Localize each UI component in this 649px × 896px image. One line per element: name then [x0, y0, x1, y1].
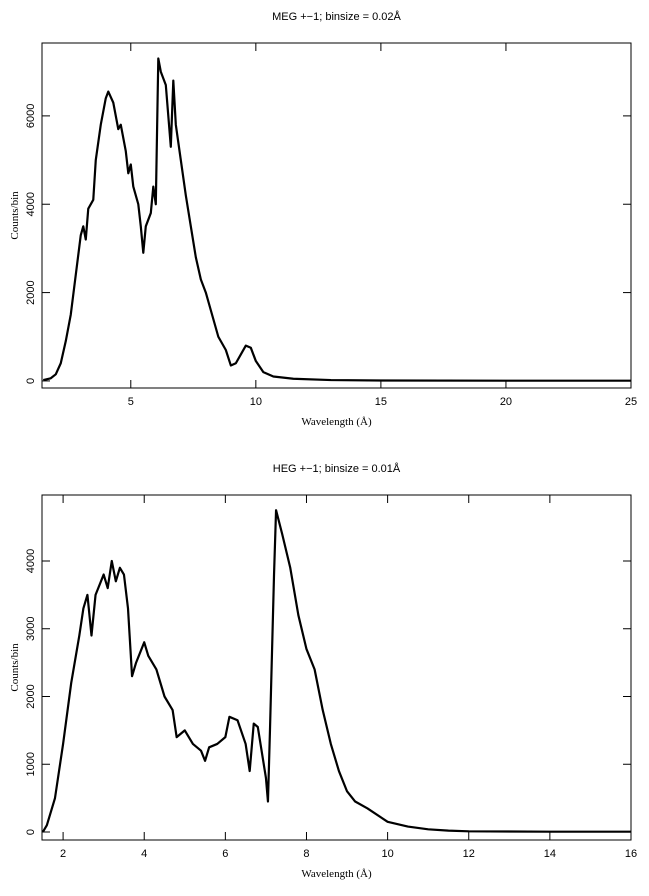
x-tick-label: 10 — [250, 396, 262, 408]
x-tick-label: 20 — [500, 396, 512, 408]
x-tick-label: 16 — [625, 848, 637, 860]
y-axis-label: Counts/bin — [9, 643, 21, 692]
chart-title: MEG +−1; binsize = 0.02Å — [272, 10, 401, 23]
x-tick-label: 5 — [128, 396, 134, 408]
spectrum-line — [41, 509, 631, 833]
x-tick-label: 14 — [544, 848, 556, 860]
x-tick-label: 4 — [141, 848, 147, 860]
y-tick-label: 0 — [25, 378, 37, 384]
x-tick-label: 8 — [303, 848, 309, 860]
x-tick-label: 10 — [381, 848, 393, 860]
x-tick-label: 2 — [60, 848, 66, 860]
plot-frame — [41, 494, 632, 841]
x-tick-label: 25 — [625, 396, 637, 408]
x-tick-label: 15 — [375, 396, 387, 408]
y-tick-label: 4000 — [25, 549, 37, 573]
y-tick-label: 6000 — [25, 104, 37, 128]
y-tick-label: 4000 — [25, 192, 37, 216]
spectrum-line — [42, 57, 631, 382]
x-tick-label: 12 — [463, 848, 475, 860]
y-axis-label: Counts/bin — [9, 191, 21, 240]
x-axis-label: Wavelength (Å) — [301, 868, 372, 880]
y-tick-label: 2000 — [25, 684, 37, 708]
y-tick-label: 0 — [25, 829, 37, 835]
chart-title: HEG +−1; binsize = 0.01Å — [273, 462, 401, 475]
plot-frame — [41, 42, 632, 389]
y-tick-label: 2000 — [25, 280, 37, 304]
x-axis-label: Wavelength (Å) — [301, 416, 372, 428]
x-tick-label: 6 — [222, 848, 228, 860]
y-tick-label: 1000 — [25, 752, 37, 776]
y-tick-label: 3000 — [25, 617, 37, 641]
